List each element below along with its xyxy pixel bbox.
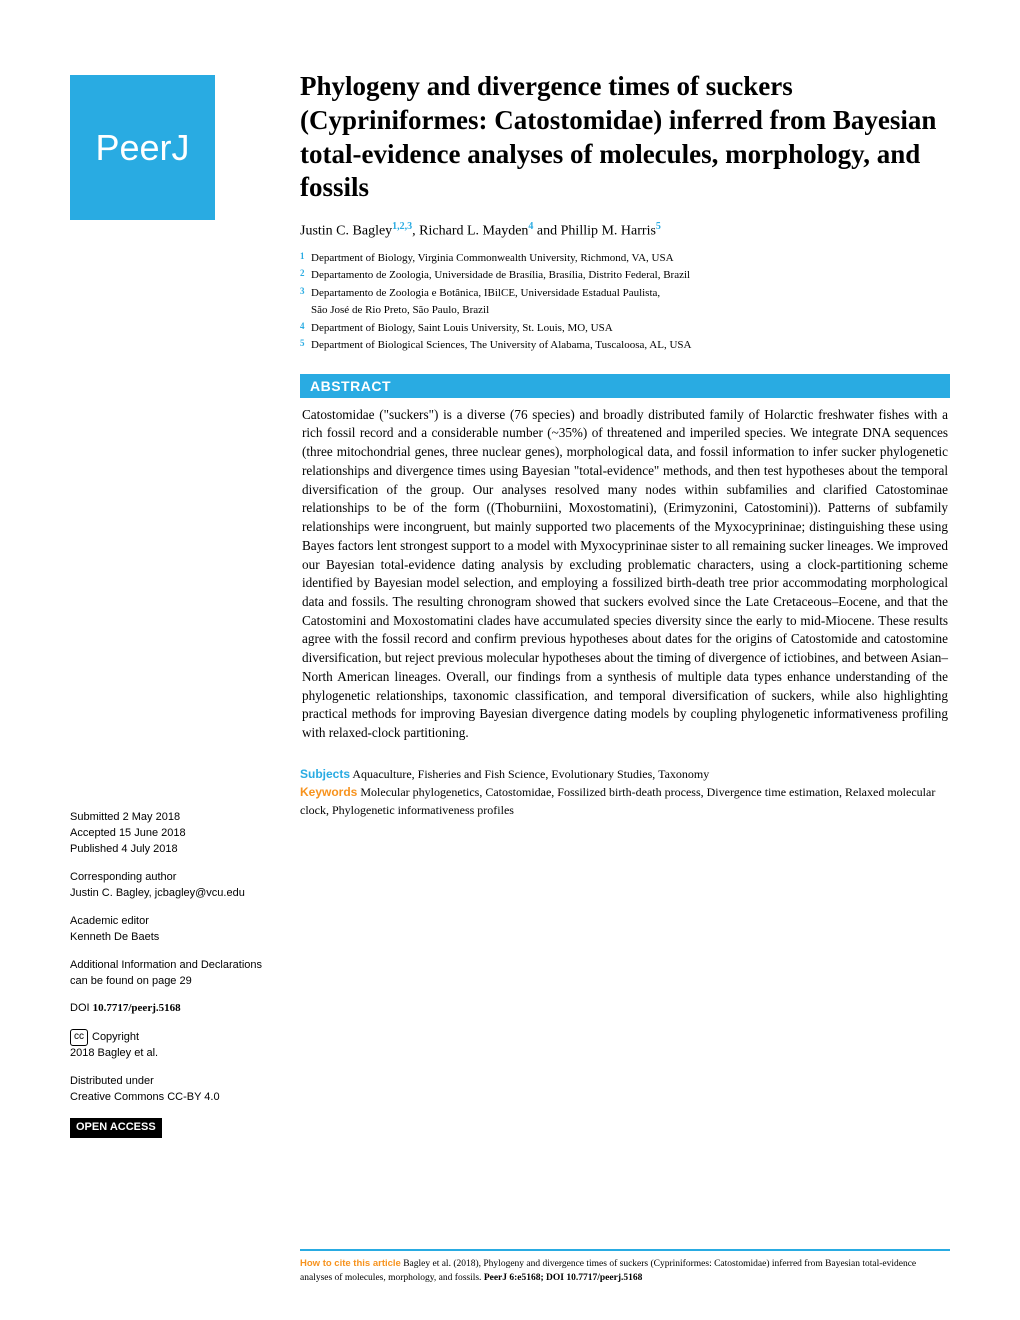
affil-4: Department of Biology, Saint Louis Unive… bbox=[311, 320, 613, 337]
author-1-sup: 1,2,3 bbox=[392, 221, 412, 232]
additional-block: Additional Information and Declarations … bbox=[70, 958, 270, 990]
cite-journal: PeerJ 6:e5168; DOI 10.7717/peerj.5168 bbox=[484, 1273, 643, 1283]
affil-5: Department of Biological Sciences, The U… bbox=[311, 337, 691, 354]
distributed-text[interactable]: Creative Commons CC-BY 4.0 bbox=[70, 1090, 270, 1106]
author-2-sup: 4 bbox=[528, 221, 533, 232]
editor-block: Academic editor Kenneth De Baets bbox=[70, 914, 270, 946]
author-3: Phillip M. Harris bbox=[561, 224, 656, 239]
affiliations: 1Department of Biology, Virginia Commonw… bbox=[300, 250, 950, 354]
cite-label: How to cite this article bbox=[300, 1258, 401, 1269]
article-title: Phylogeny and divergence times of sucker… bbox=[300, 70, 950, 205]
distributed-label: Distributed under bbox=[70, 1074, 270, 1090]
doi-block: DOI 10.7717/peerj.5168 bbox=[70, 1001, 270, 1017]
keywords-label: Keywords bbox=[300, 785, 357, 799]
subjects-text: Aquaculture, Fisheries and Fish Science,… bbox=[352, 767, 709, 781]
open-access-badge: OPEN ACCESS bbox=[70, 1118, 162, 1138]
distributed-block: Distributed under Creative Commons CC-BY… bbox=[70, 1074, 270, 1106]
cc-icon: cc bbox=[70, 1029, 88, 1046]
keywords-text: Molecular phylogenetics, Catostomidae, F… bbox=[300, 785, 935, 817]
copyright-label: Copyright bbox=[92, 1030, 139, 1046]
accepted-label: Accepted bbox=[70, 827, 116, 839]
main-content: Phylogeny and divergence times of sucker… bbox=[300, 70, 950, 819]
affil-1: Department of Biology, Virginia Commonwe… bbox=[311, 250, 674, 267]
doi-value[interactable]: 10.7717/peerj.5168 bbox=[93, 1002, 181, 1014]
corresponding-label: Corresponding author bbox=[70, 870, 270, 886]
authors-line: Justin C. Bagley1,2,3, Richard L. Mayden… bbox=[300, 221, 950, 240]
author-2: Richard L. Mayden bbox=[419, 224, 528, 239]
abstract-header: ABSTRACT bbox=[300, 374, 950, 398]
journal-logo: PeerJ bbox=[70, 75, 215, 220]
dates-block: Submitted 2 May 2018 Accepted 15 June 20… bbox=[70, 810, 270, 858]
submitted-label: Submitted bbox=[70, 811, 120, 823]
abstract-body: Catostomidae ("suckers") is a diverse (7… bbox=[300, 398, 950, 743]
editor-label: Academic editor bbox=[70, 914, 270, 930]
logo-text: PeerJ bbox=[95, 127, 189, 169]
author-3-sup: 5 bbox=[656, 221, 661, 232]
published-label: Published bbox=[70, 843, 118, 855]
corresponding-author: Justin C. Bagley, jcbagley@vcu.edu bbox=[70, 886, 270, 902]
open-access-block: OPEN ACCESS bbox=[70, 1118, 270, 1138]
accepted-date: 15 June 2018 bbox=[119, 827, 186, 839]
doi-label: DOI bbox=[70, 1002, 90, 1014]
published-date: 4 July 2018 bbox=[121, 843, 177, 855]
author-1: Justin C. Bagley bbox=[300, 224, 392, 239]
copyright-block: cc Copyright 2018 Bagley et al. bbox=[70, 1029, 270, 1061]
affil-3a: Departamento de Zoologia e Botânica, IBi… bbox=[311, 285, 660, 302]
editor-name: Kenneth De Baets bbox=[70, 930, 270, 946]
submitted-date: 2 May 2018 bbox=[123, 811, 180, 823]
subjects-keywords: Subjects Aquaculture, Fisheries and Fish… bbox=[300, 765, 950, 819]
corresponding-block: Corresponding author Justin C. Bagley, j… bbox=[70, 870, 270, 902]
citation-footer: How to cite this article Bagley et al. (… bbox=[300, 1249, 950, 1285]
affil-2: Departamento de Zoologia, Universidade d… bbox=[311, 267, 690, 284]
sidebar: Submitted 2 May 2018 Accepted 15 June 20… bbox=[70, 810, 270, 1150]
copyright-text: 2018 Bagley et al. bbox=[70, 1046, 270, 1062]
subjects-label: Subjects bbox=[300, 767, 350, 781]
affil-3b: São José de Rio Preto, São Paulo, Brazil bbox=[311, 302, 489, 319]
